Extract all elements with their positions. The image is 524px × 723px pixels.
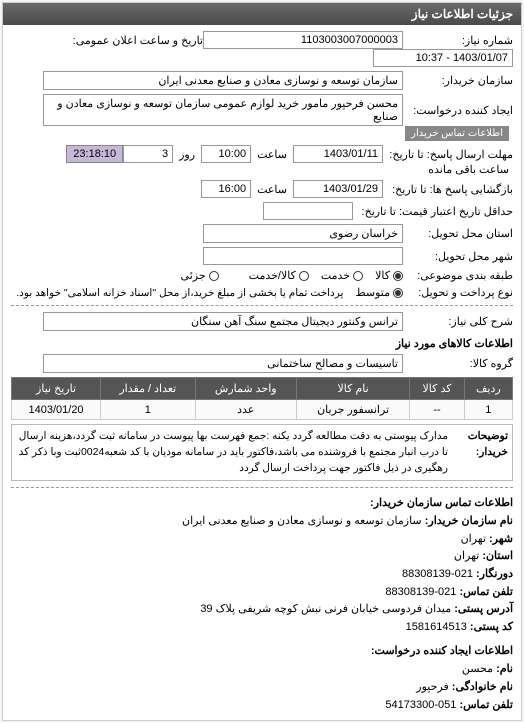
table-cell: -- (410, 400, 464, 420)
day-label: روز (173, 148, 201, 161)
radio-dot-icon (209, 271, 219, 281)
contact-zip: کد پستی: 1581614513 (11, 619, 513, 637)
table-header: نام کالا (296, 378, 409, 400)
radio-pay-mid[interactable]: متوسط (355, 286, 403, 299)
creator-label: ایجاد کننده درخواست: (403, 104, 513, 117)
table-header: تعداد / مقدار (101, 378, 195, 400)
contact-info-button[interactable]: اطلاعات تماس خریدار (405, 126, 509, 141)
city-field (203, 247, 403, 265)
form-area: شماره نیاز: 1103003007000003 تاریخ و ساع… (3, 25, 521, 720)
contact-header: اطلاعات تماس سازمان خریدار: (11, 496, 513, 509)
items-table: ردیفکد کالانام کالاواحد شمارشتعداد / مقد… (11, 377, 513, 420)
group-field: تاسیسات و مصالح ساختمانی (43, 354, 403, 373)
cat-label: طبقه بندی موضوعی: (403, 269, 513, 282)
contact-addr: آدرس پستی: میدان فردوسی خیابان فرنی نبش … (11, 601, 513, 619)
contact-tel: تلفن تماس: 021-88308139 (11, 584, 513, 602)
radio-service[interactable]: خدمت (321, 269, 363, 282)
desc-label: شرح کلی نیاز: (403, 315, 513, 328)
buyer-label: سازمان خریدار: (403, 74, 513, 87)
valid-label: حداقل تاریخ اعتبار قیمت: تا تاریخ: (353, 205, 513, 218)
open-time: 16:00 (201, 180, 251, 198)
table-cell: 1 (101, 400, 195, 420)
pay-note: پرداخت تمام یا بخشی از مبلغ خرید،از محل … (16, 287, 343, 299)
open-date: 1403/01/29 (293, 180, 383, 198)
creator-field: محسن فرحپور مامور خرید لوازم عمومی سازما… (43, 94, 403, 126)
countdown: 23:18:10 (66, 145, 123, 163)
table-header: تاریخ نیاز (12, 378, 101, 400)
open-label: بازگشایی پاسخ ها: تا تاریخ: (383, 183, 513, 196)
req-no-label: شماره نیاز: (403, 34, 513, 47)
radio-dot-icon (393, 271, 403, 281)
panel-title: جزئیات اطلاعات نیاز (3, 3, 521, 25)
radio-dot-icon (299, 271, 309, 281)
contact-fax: دورنگار: 021-88308139 (11, 566, 513, 584)
table-cell: 1 (464, 400, 512, 420)
deadline-send-label: مهلت ارسال پاسخ: تا تاریخ: (383, 148, 513, 161)
table-header: واحد شمارش (195, 378, 296, 400)
category-radio-group: کالا خدمت کالا/خدمت (249, 269, 403, 282)
remarks-label: توضیحات خریدار: (448, 429, 508, 476)
deadline-send-time: 10:00 (201, 145, 251, 163)
buyer-field: سازمان توسعه و نوسازی معادن و صنایع معدن… (43, 71, 403, 90)
contact-org: نام سازمان خریدار: سازمان توسعه و نوسازی… (11, 513, 513, 531)
table-row: 1--ترانسفور جریانعدد11403/01/20 (12, 400, 513, 420)
contact-lname: نام خانوادگی: فرحپور (11, 679, 513, 697)
time-label-2: ساعت (251, 183, 293, 196)
deadline-send-date: 1403/01/11 (293, 145, 383, 163)
main-panel: جزئیات اطلاعات نیاز شماره نیاز: 11030030… (2, 2, 522, 721)
contact-prov: استان: تهران (11, 548, 513, 566)
req-creator-header: اطلاعات ایجاد کننده درخواست: (11, 644, 513, 657)
contact-ctel: تلفن تماس: 051-54173300 (11, 697, 513, 715)
divider (11, 487, 513, 488)
radio-both[interactable]: کالا/خدمت (249, 269, 309, 282)
table-cell: عدد (195, 400, 296, 420)
pay-label: نوع پرداخت و تحویل: (403, 286, 513, 299)
table-header: ردیف (464, 378, 512, 400)
desc-field: ترانس وکنتور دیجیتال مجتمع سنگ آهن سنگان (43, 312, 403, 331)
announce-field: 1403/01/07 - 10:37 (373, 49, 513, 67)
table-cell: ترانسفور جریان (296, 400, 409, 420)
remaining-label: ساعت باقی مانده (424, 163, 513, 176)
prov-field: خراسان رضوی (203, 224, 403, 243)
radio-goods[interactable]: کالا (375, 269, 403, 282)
radio-dot-icon (353, 271, 363, 281)
time-label-1: ساعت (251, 148, 293, 161)
divider (11, 305, 513, 306)
req-no-field: 1103003007000003 (203, 31, 403, 49)
table-cell: 1403/01/20 (12, 400, 101, 420)
days-left: 3 (123, 145, 173, 163)
prov-label: استان محل تحویل: (403, 227, 513, 240)
table-header: کد کالا (410, 378, 464, 400)
items-header: اطلاعات کالاهای مورد نیاز (11, 337, 513, 350)
contact-name: نام: محسن (11, 661, 513, 679)
remarks-text: مدارک پیوستی به دقت مطالعه گردد یکنه :جم… (16, 429, 448, 476)
announce-label: تاریخ و ساعت اعلان عمومی: (43, 34, 203, 47)
radio-dot-icon (393, 288, 403, 298)
remarks-box: توضیحات خریدار: مدارک پیوستی به دقت مطال… (11, 424, 513, 481)
city-label: شهر محل تحویل: (403, 250, 513, 263)
group-label: گروه کالا: (403, 357, 513, 370)
contact-city: شهر: تهران (11, 531, 513, 549)
partial-check[interactable]: جزئی (181, 269, 219, 282)
valid-date (263, 202, 353, 220)
